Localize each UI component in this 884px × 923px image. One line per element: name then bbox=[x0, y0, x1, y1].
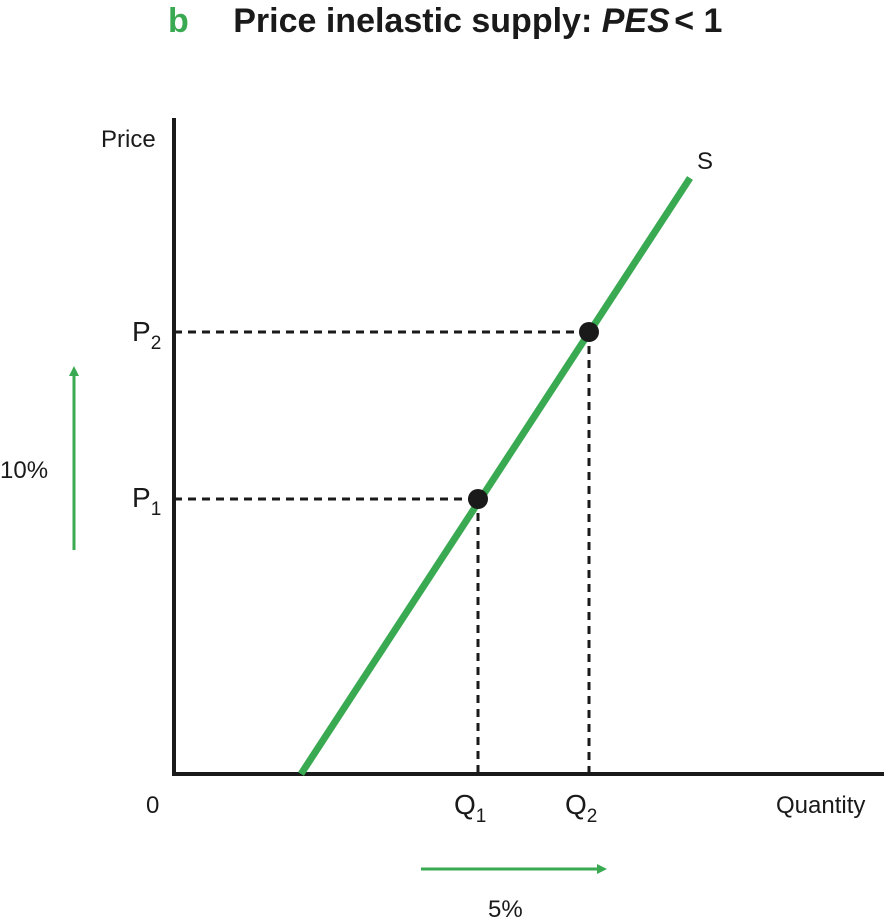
y-axis-label: Price bbox=[101, 126, 156, 153]
origin-label: 0 bbox=[146, 792, 159, 819]
title-pes: PES bbox=[602, 2, 670, 40]
price-label-p1-main: P bbox=[132, 482, 151, 513]
quantity-label-q2-main: Q bbox=[565, 789, 587, 820]
quantity-label-q1: Q1 bbox=[454, 789, 486, 827]
price-label-p2: P2 bbox=[132, 316, 161, 354]
x-axis-label: Quantity bbox=[776, 792, 865, 819]
supply-curve-label: S bbox=[697, 148, 713, 175]
price-label-p2-sub: 2 bbox=[151, 333, 162, 354]
price-change-label: 10% bbox=[0, 457, 48, 484]
quantity-label-q2-sub: 2 bbox=[587, 806, 598, 827]
quantity-label-q1-main: Q bbox=[454, 789, 476, 820]
quantity-label-q2: Q2 bbox=[565, 789, 597, 827]
price-label-p1-sub: 1 bbox=[151, 499, 162, 520]
point-p1-q1 bbox=[468, 489, 488, 509]
quantity-change-label: 5% bbox=[488, 896, 523, 923]
supply-curve bbox=[298, 176, 693, 776]
title-letter: b bbox=[168, 2, 189, 40]
price-label-p2-main: P bbox=[132, 316, 151, 347]
price-label-p1: P1 bbox=[132, 482, 161, 520]
title-condition: < 1 bbox=[674, 2, 722, 40]
point-p2-q2 bbox=[579, 322, 599, 342]
title-text: Price inelastic supply: bbox=[233, 2, 601, 40]
quantity-label-q1-sub: 1 bbox=[476, 806, 487, 827]
diagram-title: b Price inelastic supply: PES < 1 bbox=[168, 2, 722, 40]
